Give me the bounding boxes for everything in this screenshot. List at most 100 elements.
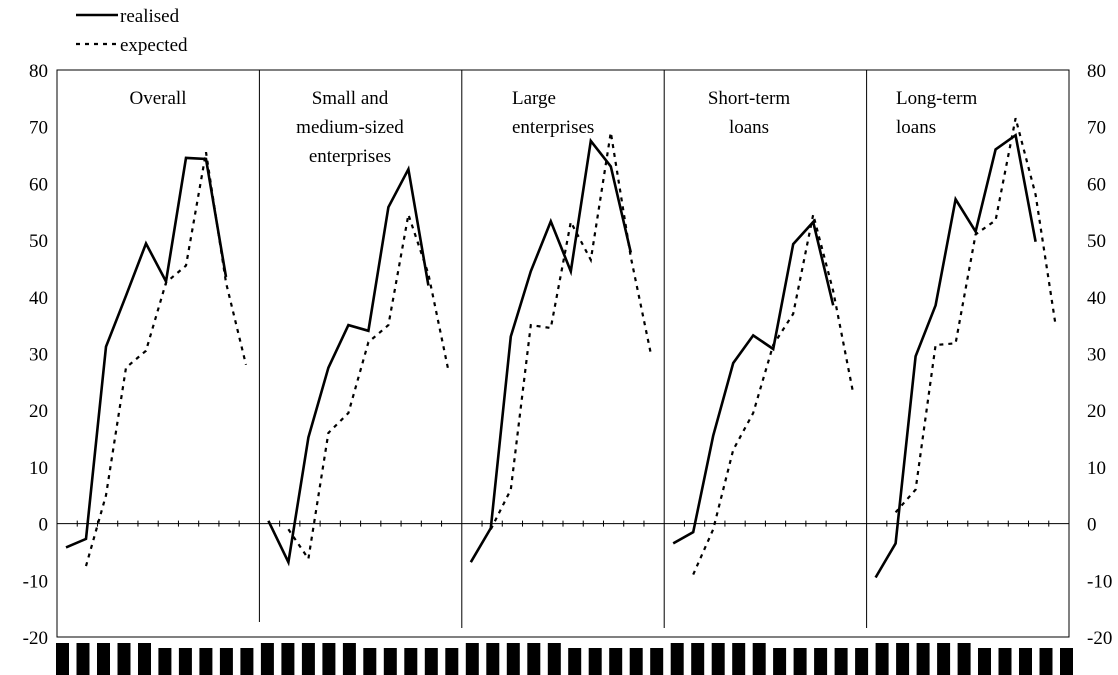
series-expected-line xyxy=(489,132,652,530)
series-realised-line xyxy=(469,137,633,563)
y-tick-left: -20 xyxy=(23,628,48,649)
panel-title: Large xyxy=(512,88,556,109)
y-tick-right: 50 xyxy=(1087,231,1106,252)
panel-title: Small and xyxy=(312,88,389,109)
x-tick-block xyxy=(383,648,397,675)
y-tick-right: 0 xyxy=(1087,515,1097,536)
series-realised-line xyxy=(65,156,228,549)
x-tick-block xyxy=(178,648,192,675)
y-tick-left: 40 xyxy=(29,288,48,309)
y-tick-left: 50 xyxy=(29,231,48,252)
legend-expected-label: expected xyxy=(120,35,188,56)
panel-dividers xyxy=(258,70,868,628)
y-tick-right: 10 xyxy=(1087,458,1106,479)
x-tick-block xyxy=(650,648,664,675)
legend: realised expected xyxy=(76,6,188,56)
x-tick-block xyxy=(896,643,910,675)
x-tick-block xyxy=(199,648,213,675)
x-tick-block xyxy=(281,643,295,675)
x-tick-block xyxy=(793,648,807,675)
x-tick-block xyxy=(588,648,602,675)
y-tick-right: 70 xyxy=(1087,118,1106,139)
series-lines xyxy=(65,117,1057,579)
x-tick-block xyxy=(117,643,131,675)
x-tick-block xyxy=(404,648,418,675)
y-tick-left: 0 xyxy=(39,515,49,536)
x-tick-block xyxy=(875,643,889,675)
x-tick-block xyxy=(814,648,828,675)
y-tick-right: -20 xyxy=(1087,628,1112,649)
x-tick-block xyxy=(957,643,971,675)
x-tick-block xyxy=(322,643,336,675)
x-tick-block xyxy=(691,643,705,675)
plot-frame xyxy=(56,69,1070,638)
x-tick-block xyxy=(363,648,377,675)
x-tick-block xyxy=(752,643,766,675)
x-tick-block xyxy=(670,643,684,675)
y-tick-right: 60 xyxy=(1087,174,1106,195)
x-tick-block xyxy=(76,643,90,675)
panel-title: loans xyxy=(896,117,936,138)
panel-title: medium-sized xyxy=(296,117,404,138)
x-axis-tick-blocks xyxy=(56,643,1073,675)
y-tick-right: 20 xyxy=(1087,401,1106,422)
x-tick-block xyxy=(568,648,582,675)
x-tick-block xyxy=(1039,648,1053,675)
x-tick-block xyxy=(916,643,930,675)
y-tick-right: 30 xyxy=(1087,345,1106,366)
panel-title: loans xyxy=(729,117,769,138)
y-tick-right: -10 xyxy=(1087,571,1112,592)
series-realised-line xyxy=(874,132,1037,579)
y-tick-left: -10 xyxy=(23,571,48,592)
x-tick-block xyxy=(1060,648,1073,675)
x-tick-block xyxy=(773,648,787,675)
y-tick-right: 80 xyxy=(1087,61,1106,82)
panel-title: enterprises xyxy=(512,117,594,138)
y-tick-left: 20 xyxy=(29,401,48,422)
x-tick-block xyxy=(486,643,500,675)
x-tick-block xyxy=(547,643,561,675)
y-tick-left: 10 xyxy=(29,458,48,479)
panel-title: Short-term xyxy=(708,88,791,109)
x-tick-block xyxy=(138,643,151,675)
x-tick-block xyxy=(937,643,951,675)
zero-line-group xyxy=(57,520,1069,527)
series-expected-line xyxy=(692,214,855,576)
x-tick-block xyxy=(998,648,1012,675)
x-tick-block xyxy=(342,643,356,675)
x-tick-block xyxy=(711,643,725,675)
x-tick-block xyxy=(609,648,623,675)
x-tick-block xyxy=(445,648,459,675)
x-tick-block xyxy=(629,648,643,675)
legend-realised-label: realised xyxy=(120,6,180,27)
y-tick-left: 30 xyxy=(29,345,48,366)
panel-title: Long-term xyxy=(896,88,977,109)
y-tick-left: 60 xyxy=(29,174,48,195)
y-tick-right: 40 xyxy=(1087,288,1106,309)
x-tick-block xyxy=(260,643,274,675)
x-tick-block xyxy=(732,643,746,675)
x-tick-block xyxy=(301,643,315,675)
x-tick-block xyxy=(1019,648,1032,675)
x-tick-block xyxy=(465,643,479,675)
x-tick-block xyxy=(158,648,172,675)
series-realised-line xyxy=(267,165,430,567)
y-tick-left: 70 xyxy=(29,118,48,139)
panel-titles: Overall Small and medium-sized enterprises L… xyxy=(130,88,978,167)
y-axis-ticks: 80 80 70 70 60 60 50 50 40 40 30 30 20 20 10 10 0 0 -10 -10… xyxy=(23,61,1113,649)
x-tick-block xyxy=(855,648,869,675)
x-tick-block xyxy=(527,643,541,675)
x-tick-block xyxy=(506,643,520,675)
series-expected-line xyxy=(894,117,1057,514)
series-expected-line xyxy=(287,214,450,562)
y-tick-left: 80 xyxy=(29,61,48,82)
panel-title: enterprises xyxy=(309,146,391,167)
x-tick-block xyxy=(97,643,110,675)
x-tick-block xyxy=(219,648,233,675)
x-tick-block xyxy=(424,648,438,675)
x-tick-block xyxy=(978,648,991,675)
series-expected-line xyxy=(84,152,248,567)
series-realised-line xyxy=(672,219,835,545)
x-tick-block xyxy=(56,643,69,675)
